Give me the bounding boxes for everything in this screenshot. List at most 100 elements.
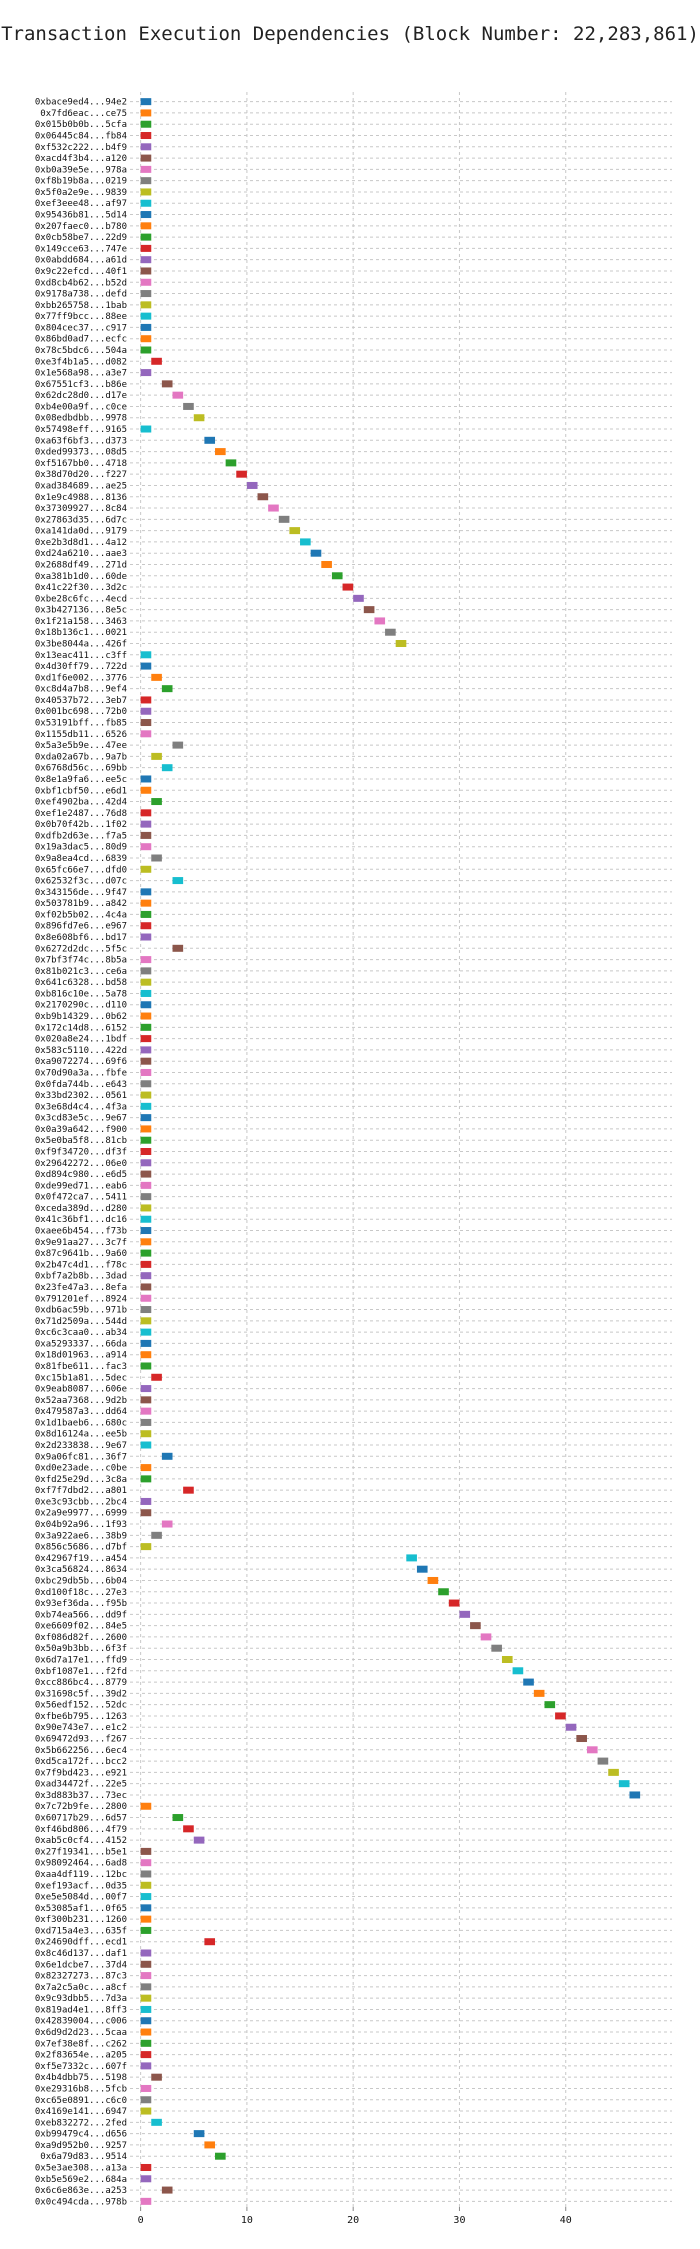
transaction-bar xyxy=(140,1396,152,1404)
transaction-label: 0x69472d93...f267 xyxy=(35,1735,127,1745)
transaction-bar xyxy=(140,1915,152,1923)
transaction-bar xyxy=(161,685,173,693)
x-tick-label: 20 xyxy=(347,2215,359,2226)
transaction-bar xyxy=(278,515,290,523)
transaction-label: 0x503781b9...a842 xyxy=(35,899,127,909)
transaction-label: 0xbf1087e1...f2fd xyxy=(35,1667,127,1677)
transaction-label: 0xbc29db5b...6b04 xyxy=(35,1576,127,1586)
transaction-label: 0x87c9641b...9a60 xyxy=(35,1249,127,1259)
transaction-label: 0xe2b3d8d1...4a12 xyxy=(35,538,127,548)
transaction-label: 0xef193acf...0d35 xyxy=(35,1881,127,1891)
transaction-label: 0xdb6ac59b...971b xyxy=(35,1306,127,1316)
transaction-bar xyxy=(618,1780,630,1788)
transaction-label: 0x020a8e24...1bdf xyxy=(35,1035,127,1045)
transaction-label: 0xe3f4b1a5...d082 xyxy=(35,357,127,367)
transaction-label: 0xe6609f02...84e5 xyxy=(35,1622,127,1632)
transaction-label: 0x81fbe611...fac3 xyxy=(35,1362,127,1372)
transaction-label: 0x13eac411...c3ff xyxy=(35,651,127,661)
transaction-bar xyxy=(204,436,216,444)
transaction-bar xyxy=(140,1001,152,1009)
transaction-label: 0xf5167bb0...4718 xyxy=(35,459,127,469)
transaction-bar xyxy=(140,1881,152,1889)
transaction-label: 0x9178a738...defd xyxy=(35,290,127,300)
transaction-bar xyxy=(246,481,258,489)
transaction-label: 0xab5c0cf4...4152 xyxy=(35,1836,127,1846)
transaction-bar xyxy=(140,719,152,727)
transaction-label: 0xd715a4e3...635f xyxy=(35,1926,127,1936)
transaction-label: 0x38d70d20...f227 xyxy=(35,470,127,480)
transaction-bar xyxy=(406,1554,417,1562)
transaction-label: 0xd100f18c...27e3 xyxy=(35,1588,127,1598)
transaction-label: 0x3d883b37...73ec xyxy=(35,1791,127,1801)
transaction-label: 0xa381b1d0...60de xyxy=(35,572,127,582)
transaction-bar xyxy=(140,165,152,173)
transaction-label: 0x41c22f30...3d2c xyxy=(35,583,127,593)
transaction-bar xyxy=(161,380,173,388)
transaction-bar xyxy=(151,752,162,760)
transaction-bar xyxy=(353,594,364,602)
transaction-bar xyxy=(140,1960,152,1968)
transaction-bar xyxy=(140,1464,152,1472)
transaction-bar xyxy=(140,256,152,264)
transaction-bar xyxy=(140,1893,152,1901)
transaction-label: 0x56edf152...52dc xyxy=(35,1701,127,1711)
transaction-label: 0xd24a6210...aae3 xyxy=(35,549,127,559)
transaction-label: 0x015b0b0b...5cfa xyxy=(35,120,127,130)
transaction-bar xyxy=(140,1057,152,1065)
transaction-bar xyxy=(331,572,343,580)
transaction-label: 0x583c5110...422d xyxy=(35,1046,127,1056)
transaction-bar xyxy=(438,1588,449,1596)
transaction-bar xyxy=(140,910,152,918)
transaction-label: 0x19a3dac5...80d9 xyxy=(35,843,127,853)
transaction-bar xyxy=(140,707,152,715)
transaction-bar xyxy=(140,809,152,817)
transaction-bar xyxy=(140,1430,152,1438)
x-tick-label: 30 xyxy=(453,2215,465,2226)
transaction-label: 0xfd25e29d...3c8a xyxy=(35,1475,127,1485)
transaction-label: 0x42839004...c006 xyxy=(35,2017,127,2027)
transaction-label: 0x7fd6eac...ce75 xyxy=(40,109,127,119)
transaction-label: 0x50a9b3bb...6f3f xyxy=(35,1644,127,1654)
transaction-bar xyxy=(140,1260,152,1268)
transaction-bar xyxy=(140,1351,152,1359)
transaction-bar xyxy=(161,764,173,772)
transaction-label: 0x81b021c3...ce6a xyxy=(35,967,127,977)
transaction-label: 0x77ff9bcc...88ee xyxy=(35,312,127,322)
transaction-bar xyxy=(140,1170,152,1178)
transaction-label: 0x86bd0ad7...ecfc xyxy=(35,335,127,345)
transaction-bar xyxy=(183,1825,194,1833)
transaction-label: 0x6272d2dc...5f5c xyxy=(35,944,127,954)
transaction-bar xyxy=(140,1904,152,1912)
transaction-label: 0x2a9e9977...6999 xyxy=(35,1509,127,1519)
transaction-bar xyxy=(586,1746,598,1754)
transaction-bar xyxy=(300,538,311,546)
transaction-bar xyxy=(183,1486,194,1494)
transaction-label: 0xa9072274...69f6 xyxy=(35,1057,127,1067)
transaction-label: 0xf7f7dbd2...a801 xyxy=(35,1486,127,1496)
transaction-label: 0x3be8044a...426f xyxy=(35,640,127,650)
transaction-bar xyxy=(140,2005,152,2013)
transaction-label: 0x18d01963...a914 xyxy=(35,1351,127,1361)
transaction-bar xyxy=(193,2130,205,2138)
transaction-bar xyxy=(385,628,396,636)
transaction-bar xyxy=(172,944,184,952)
transaction-label: 0xcc886bc4...8779 xyxy=(35,1678,127,1688)
transaction-label: 0x78c5bdc6...504a xyxy=(35,346,127,356)
transaction-bar xyxy=(140,1080,152,1088)
transaction-label: 0x2b47c4d1...f78c xyxy=(35,1260,127,1270)
transaction-bar xyxy=(140,820,152,828)
transaction-label: 0x65fc66e7...dfd0 xyxy=(35,865,127,875)
transaction-label: 0xa63f6bf3...d373 xyxy=(35,436,127,446)
transaction-bar xyxy=(140,1012,152,1020)
transaction-label: 0x3cd83e5c...9e67 xyxy=(35,1114,127,1124)
transaction-label: 0xad384689...ae25 xyxy=(35,481,127,491)
transaction-bar xyxy=(140,2051,152,2059)
transaction-bar xyxy=(501,1655,513,1663)
transaction-label: 0x67551cf3...b86e xyxy=(35,380,127,390)
transaction-label: 0x27f19341...b5e1 xyxy=(35,1847,127,1857)
transaction-bar xyxy=(395,640,407,648)
transaction-label: 0xe3c93cbb...2bc4 xyxy=(35,1497,127,1507)
transaction-bar xyxy=(183,402,194,410)
transaction-label: 0x23fe47a3...8efa xyxy=(35,1283,127,1293)
